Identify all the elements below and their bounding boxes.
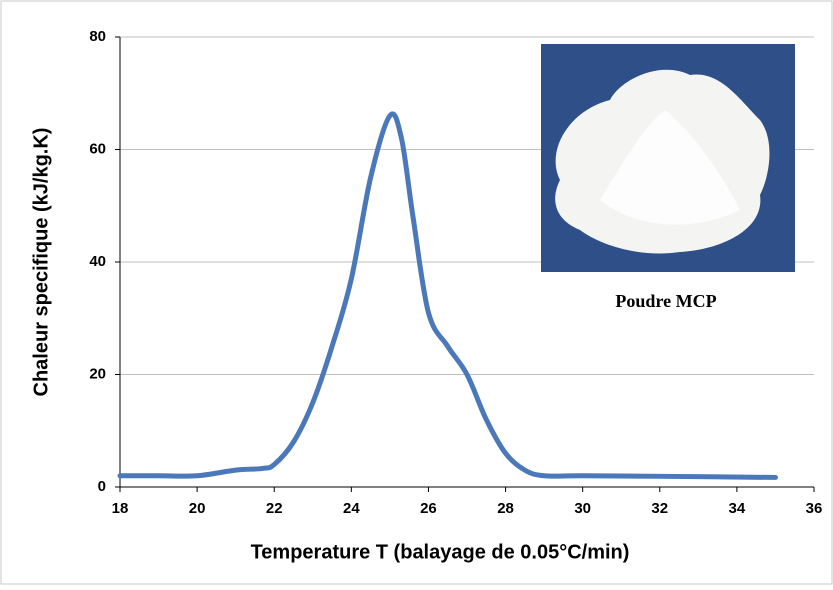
- y-tick-label: 40: [89, 253, 106, 270]
- x-tick-label: 26: [420, 500, 437, 517]
- y-tick-label: 0: [98, 478, 106, 495]
- y-tick-label: 60: [89, 140, 106, 157]
- x-tick-label: 30: [574, 500, 591, 517]
- y-tick-label: 80: [89, 28, 106, 45]
- x-tick-label: 36: [806, 500, 823, 517]
- x-tick-label: 22: [266, 500, 283, 517]
- data-line: [117, 111, 778, 480]
- x-tick-label: 32: [651, 500, 668, 517]
- x-axis-label: Temperature T (balayage de 0.05°C/min): [251, 541, 630, 563]
- annotation: Poudre MCP: [615, 291, 716, 311]
- y-axis-label: Chaleur specifique (kJ/kg.K): [30, 128, 52, 397]
- x-tick-label: 24: [343, 500, 360, 517]
- y-tick-label: 20: [89, 365, 106, 382]
- powder-photo: [541, 44, 795, 272]
- x-tick-label: 20: [189, 500, 206, 517]
- x-tick-label: 34: [729, 500, 746, 517]
- x-tick-label: 18: [112, 500, 129, 517]
- x-tick-label: 28: [497, 500, 514, 517]
